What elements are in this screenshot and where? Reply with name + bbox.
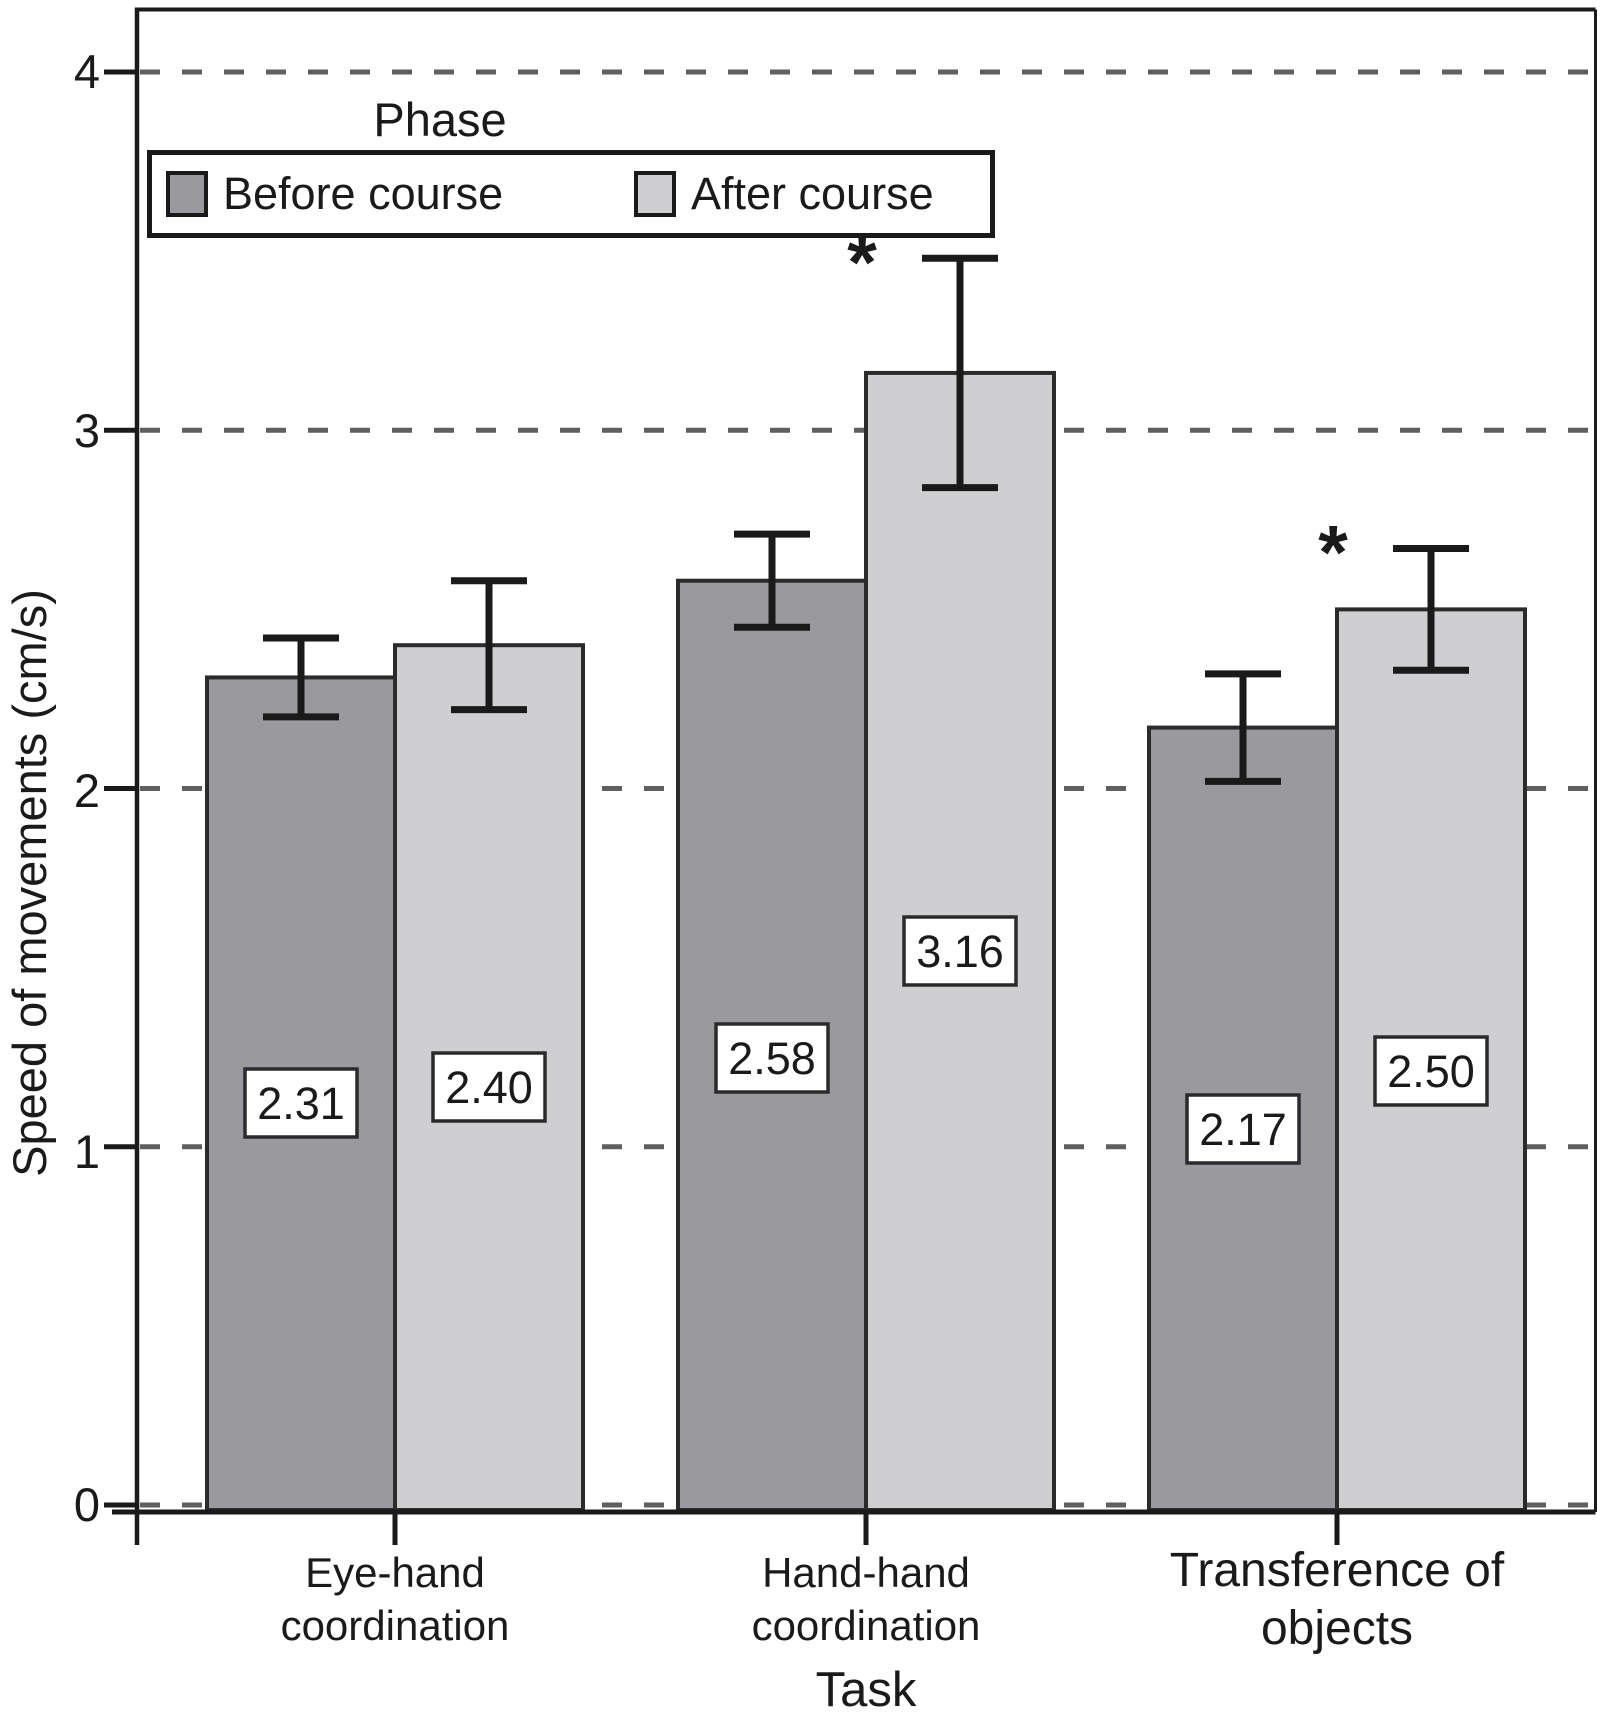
bar-value-box-before-2 [1185, 1093, 1301, 1165]
ytick-label-1: 1 [73, 1125, 100, 1178]
bar-value-label-before-2: 2.17 [1199, 1104, 1287, 1155]
legend-label-after-course: After course [691, 168, 934, 219]
category-label-line: Transference of [1169, 1544, 1505, 1597]
legend-swatch-before-course [166, 171, 208, 217]
legend-entry-after-course: After course [634, 168, 934, 220]
bar-value-box-after-1 [902, 915, 1018, 987]
bar-value-box-before-1 [714, 1022, 830, 1094]
category-label-eye-hand: Eye-hand coordination [135, 1546, 655, 1652]
ytick-label-3: 3 [73, 404, 100, 457]
category-label-line: coordination [751, 1602, 981, 1649]
bar-value-label-before-0: 2.31 [257, 1078, 345, 1129]
category-label-hand-hand: Hand-hand coordination [606, 1546, 1126, 1652]
bar-value-label-after-1: 3.16 [916, 926, 1004, 977]
bar-value-box-after-0 [431, 1051, 547, 1123]
bar-value-label-after-0: 2.40 [445, 1062, 533, 1113]
bar-value-box-before-0 [243, 1067, 359, 1139]
ytick-label-2: 2 [73, 764, 100, 817]
bar-value-label-before-1: 2.58 [728, 1033, 816, 1084]
ytick-label-0: 0 [73, 1478, 100, 1531]
y-axis-label: Speed of movements (cm/s) [3, 589, 56, 1177]
significance-asterisk-2: * [1318, 510, 1348, 595]
legend-entry-before-course: Before course [166, 168, 503, 220]
legend: Before course After course [147, 150, 995, 238]
category-label-line: objects [1260, 1602, 1414, 1655]
category-label-line: coordination [280, 1602, 510, 1649]
bar-value-label-after-2: 2.50 [1387, 1046, 1475, 1097]
ytick-label-4: 4 [73, 45, 100, 98]
bar-value-box-after-2 [1373, 1035, 1489, 1107]
legend-title: Phase [373, 93, 507, 146]
category-label-transference: Transference of objects [1077, 1542, 1597, 1658]
category-label-line: Eye-hand [305, 1549, 485, 1596]
category-label-line: Hand-hand [762, 1549, 970, 1596]
legend-swatch-after-course [634, 171, 676, 217]
x-axis-label: Task [815, 1663, 917, 1717]
legend-label-before-course: Before course [223, 168, 504, 219]
